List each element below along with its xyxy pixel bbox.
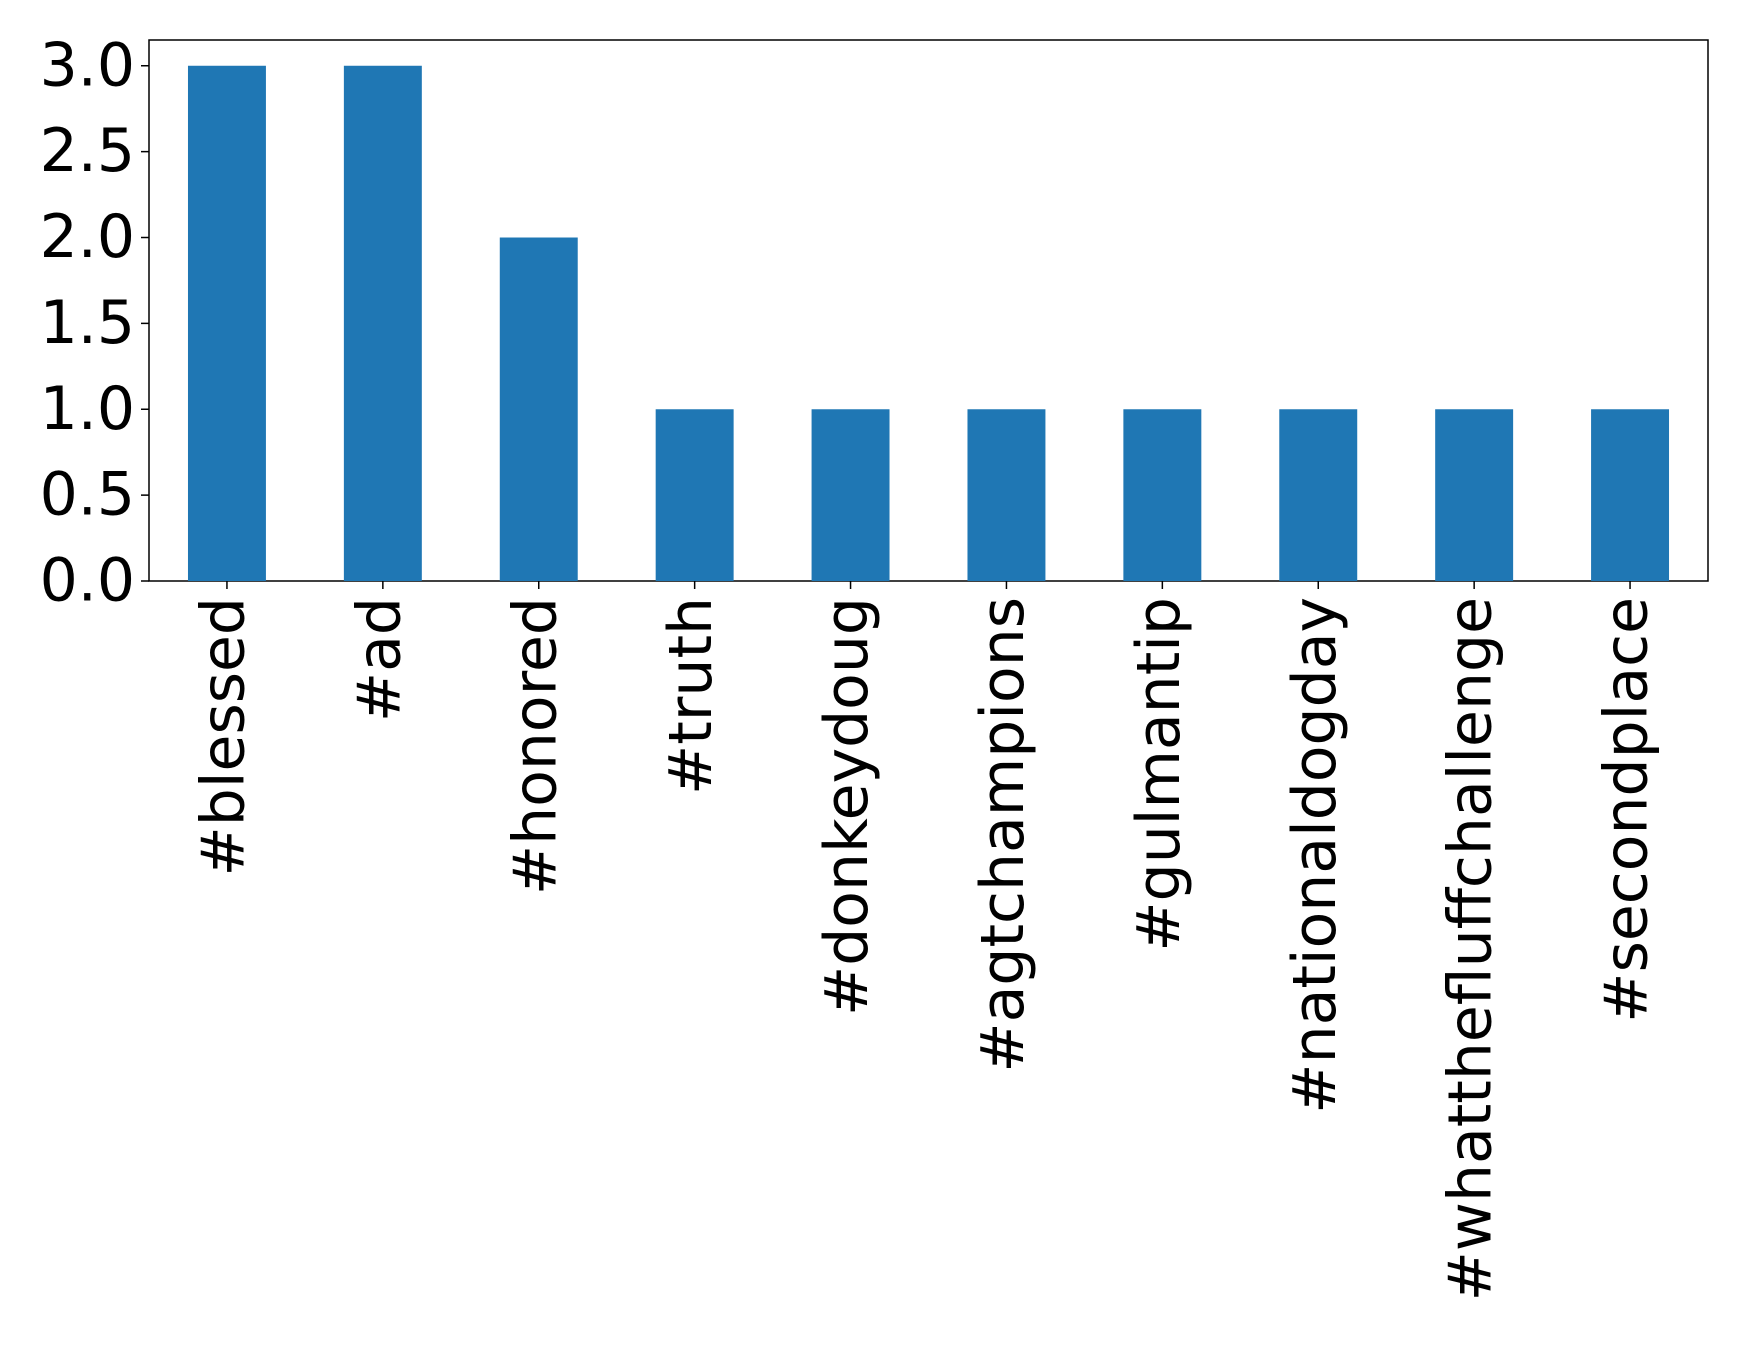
y-tick-label: 1.5 <box>40 288 135 358</box>
bar <box>187 65 266 581</box>
plot-frame <box>148 39 1709 582</box>
bar <box>655 409 734 581</box>
x-tick-label: #honored <box>500 597 570 895</box>
x-tick-label: #ad <box>344 597 414 722</box>
bar <box>1123 409 1202 581</box>
bar <box>967 409 1046 581</box>
bar <box>1435 409 1514 581</box>
bar <box>499 237 578 581</box>
x-tick-label: #nationaldogday <box>1280 597 1350 1114</box>
y-tick-label: 2.0 <box>40 202 135 272</box>
y-tick-label: 1.0 <box>40 374 135 444</box>
y-tick-label: 2.5 <box>40 116 135 186</box>
x-tick-label: #secondplace <box>1592 597 1662 1023</box>
bar <box>343 65 422 581</box>
x-tick-label: #whatthefluffchallenge <box>1436 597 1506 1301</box>
y-tick-label: 3.0 <box>40 30 135 100</box>
y-tick-label: 0.5 <box>40 460 135 530</box>
x-tick-label: #blessed <box>189 597 259 876</box>
bar <box>1279 409 1358 581</box>
y-tick-label: 0.0 <box>40 546 135 616</box>
x-tick-label: #truth <box>656 597 726 795</box>
x-tick-label: #agtchampions <box>968 597 1038 1073</box>
x-tick-label: #gulmantip <box>1124 597 1194 952</box>
bar <box>811 409 890 581</box>
bar <box>1591 409 1670 581</box>
x-tick-label: #donkeydoug <box>812 597 882 1016</box>
